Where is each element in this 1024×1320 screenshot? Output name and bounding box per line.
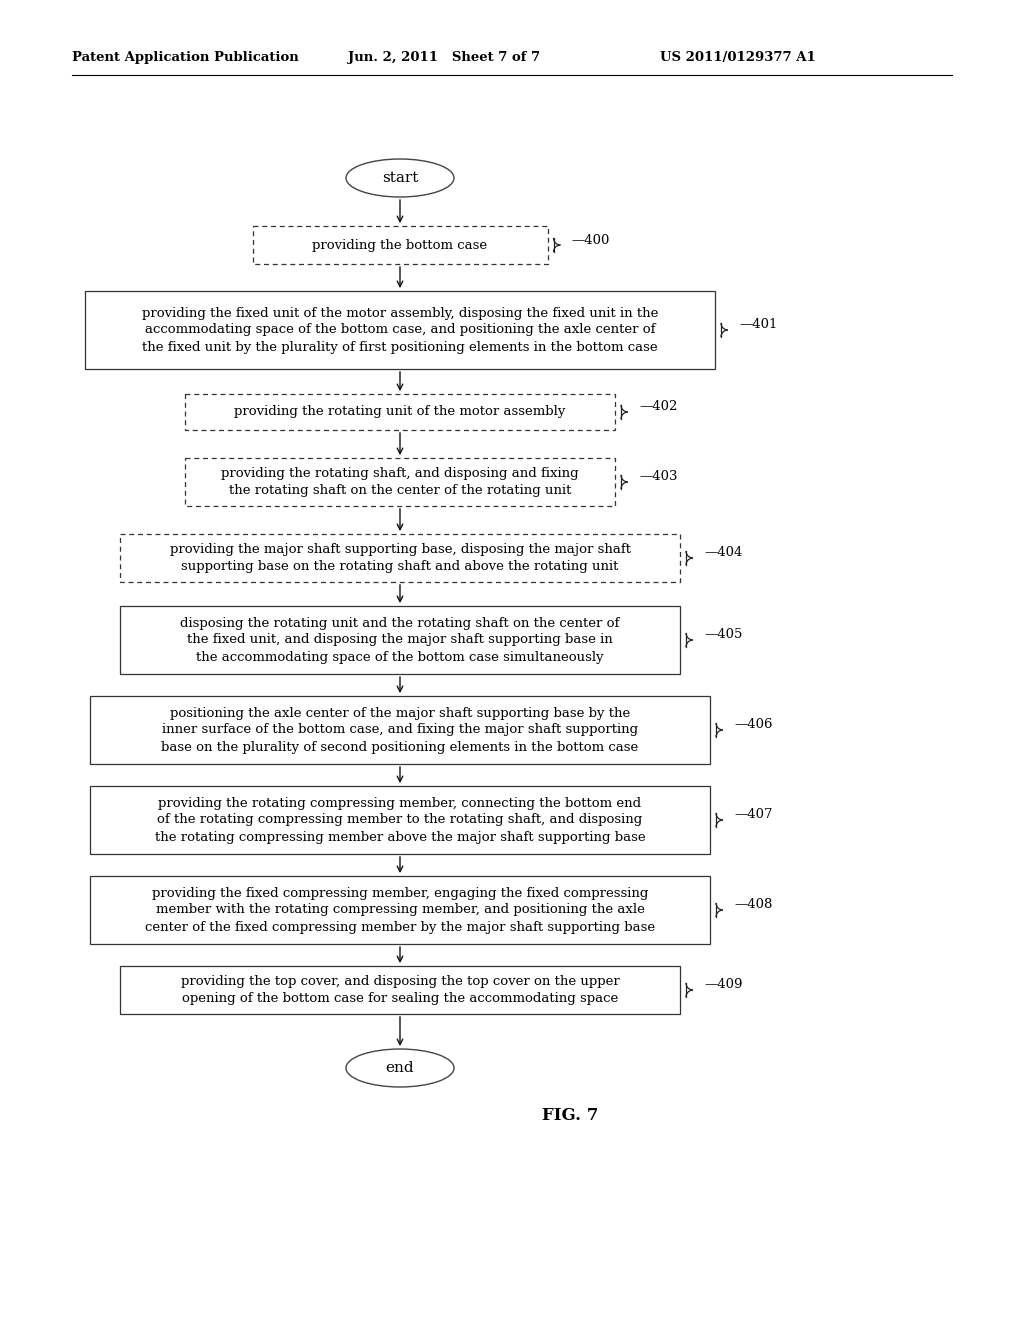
Bar xyxy=(90,696,710,764)
Bar xyxy=(185,393,615,430)
Text: —408: —408 xyxy=(734,899,772,912)
Text: —407: —407 xyxy=(734,808,772,821)
Bar xyxy=(185,458,615,506)
Text: providing the top cover, and disposing the top cover on the upper
opening of the: providing the top cover, and disposing t… xyxy=(180,975,620,1005)
Text: providing the major shaft supporting base, disposing the major shaft
supporting : providing the major shaft supporting bas… xyxy=(170,543,631,573)
Text: providing the rotating compressing member, connecting the bottom end
of the rota: providing the rotating compressing membe… xyxy=(155,796,645,843)
Text: —404: —404 xyxy=(705,546,742,560)
Text: Jun. 2, 2011   Sheet 7 of 7: Jun. 2, 2011 Sheet 7 of 7 xyxy=(348,51,540,65)
Text: US 2011/0129377 A1: US 2011/0129377 A1 xyxy=(660,51,816,65)
Text: providing the rotating unit of the motor assembly: providing the rotating unit of the motor… xyxy=(234,405,565,418)
Text: —402: —402 xyxy=(639,400,677,413)
Text: start: start xyxy=(382,172,418,185)
Text: FIG. 7: FIG. 7 xyxy=(542,1106,598,1123)
Bar xyxy=(90,785,710,854)
Text: —409: —409 xyxy=(705,978,742,991)
Bar xyxy=(120,535,680,582)
Text: positioning the axle center of the major shaft supporting base by the
inner surf: positioning the axle center of the major… xyxy=(162,706,639,754)
Text: disposing the rotating unit and the rotating shaft on the center of
the fixed un: disposing the rotating unit and the rota… xyxy=(180,616,620,664)
Text: —400: —400 xyxy=(571,234,610,247)
Bar xyxy=(90,876,710,944)
Text: providing the fixed unit of the motor assembly, disposing the fixed unit in the
: providing the fixed unit of the motor as… xyxy=(141,306,658,354)
Bar xyxy=(120,966,680,1014)
Text: —405: —405 xyxy=(705,628,742,642)
Text: Patent Application Publication: Patent Application Publication xyxy=(72,51,299,65)
Text: providing the bottom case: providing the bottom case xyxy=(312,239,487,252)
Text: providing the fixed compressing member, engaging the fixed compressing
member wi: providing the fixed compressing member, … xyxy=(145,887,655,933)
Text: —403: —403 xyxy=(639,470,678,483)
Text: end: end xyxy=(386,1061,415,1074)
Bar xyxy=(253,226,548,264)
Text: providing the rotating shaft, and disposing and fixing
the rotating shaft on the: providing the rotating shaft, and dispos… xyxy=(221,467,579,498)
Bar xyxy=(120,606,680,675)
Bar xyxy=(85,290,715,370)
Text: —406: —406 xyxy=(734,718,772,731)
Text: —401: —401 xyxy=(739,318,777,331)
